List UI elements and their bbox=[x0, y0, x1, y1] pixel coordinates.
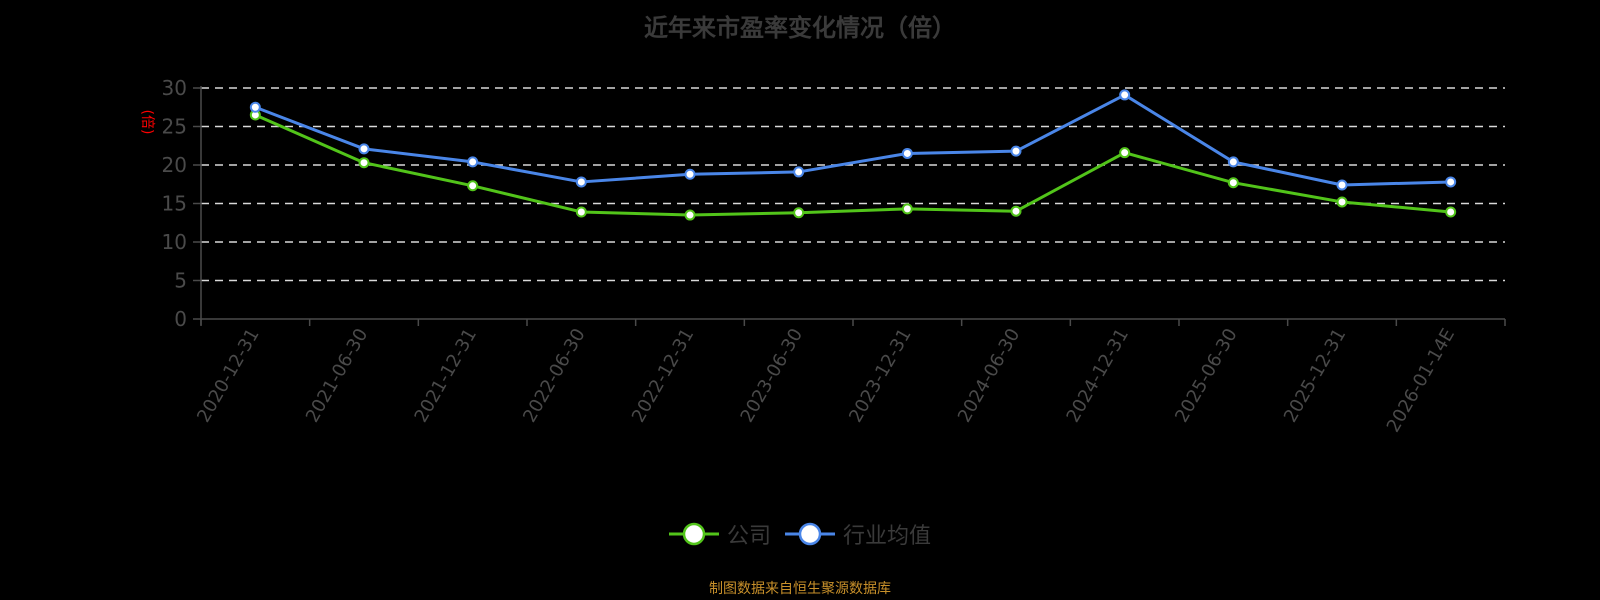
x-tick-label: 2025-12-31 bbox=[1280, 325, 1350, 426]
y-tick-label: 0 bbox=[174, 307, 187, 331]
chart-title: 近年来市盈率变化情况（倍） bbox=[644, 14, 956, 42]
x-tick-label: 2023-12-31 bbox=[845, 325, 915, 426]
legend-marker-icon bbox=[668, 522, 719, 546]
x-tick-label: 2024-12-31 bbox=[1063, 325, 1133, 426]
x-tick-label: 2022-06-30 bbox=[519, 325, 589, 426]
legend: 公司 行业均值 bbox=[0, 518, 1600, 550]
x-tick-label: 2021-12-31 bbox=[411, 325, 481, 426]
data-point[interactable] bbox=[249, 101, 261, 113]
x-tick-label: 2025-06-30 bbox=[1171, 325, 1241, 426]
data-point[interactable] bbox=[684, 168, 696, 180]
data-point[interactable] bbox=[684, 209, 696, 221]
series-company bbox=[249, 109, 1457, 221]
y-tick-label: 20 bbox=[162, 153, 187, 177]
data-point[interactable] bbox=[1227, 156, 1239, 168]
y-tick-label: 25 bbox=[162, 115, 187, 139]
y-tick-label: 30 bbox=[162, 76, 187, 100]
x-tick-label: 2021-06-30 bbox=[302, 325, 372, 426]
data-point[interactable] bbox=[1010, 145, 1022, 157]
x-tick-label: 2024-06-30 bbox=[954, 325, 1024, 426]
data-point[interactable] bbox=[1336, 196, 1348, 208]
data-point[interactable] bbox=[1336, 179, 1348, 191]
data-point[interactable] bbox=[1445, 206, 1457, 218]
y-axis-title: (倍) bbox=[139, 110, 155, 135]
series-lines bbox=[249, 89, 1457, 221]
legend-marker-icon bbox=[785, 522, 835, 546]
x-tick-label: 2020-12-31 bbox=[193, 325, 263, 426]
x-tick-label: 2022-12-31 bbox=[628, 325, 698, 426]
gridlines bbox=[201, 87, 1505, 282]
data-point[interactable] bbox=[793, 207, 805, 219]
y-tick-label: 10 bbox=[162, 230, 187, 254]
data-point[interactable] bbox=[901, 147, 913, 159]
series-line bbox=[254, 93, 1451, 187]
data-source-footer: 制图数据来自恒生聚源数据库 bbox=[709, 581, 891, 597]
data-point[interactable] bbox=[358, 143, 370, 155]
data-point[interactable] bbox=[901, 203, 913, 215]
data-point[interactable] bbox=[1119, 147, 1131, 159]
x-axis-ticks: 2020-12-31 2021-06-30 2021-12-31 2022-06-30… bbox=[193, 319, 1506, 436]
data-point[interactable] bbox=[575, 206, 587, 218]
data-point[interactable] bbox=[358, 157, 370, 169]
data-point[interactable] bbox=[467, 180, 479, 192]
data-point[interactable] bbox=[1119, 89, 1131, 101]
y-tick-label: 5 bbox=[174, 269, 187, 293]
series-line bbox=[254, 113, 1451, 217]
data-point[interactable] bbox=[793, 166, 805, 178]
legend-item-company[interactable]: 公司 bbox=[668, 518, 771, 550]
data-point[interactable] bbox=[575, 176, 587, 188]
data-point[interactable] bbox=[1227, 177, 1239, 189]
x-tick-label: 2026-01-14E bbox=[1383, 325, 1459, 436]
series-industry-average bbox=[249, 89, 1457, 191]
data-point[interactable] bbox=[467, 156, 479, 168]
y-axis-ticks: 0 5 10 15 20 25 30 bbox=[162, 76, 201, 331]
data-point[interactable] bbox=[1010, 205, 1022, 217]
legend-label: 公司 bbox=[726, 524, 771, 549]
legend-item-industry-average[interactable]: 行业均值 bbox=[785, 518, 931, 550]
data-point[interactable] bbox=[1445, 176, 1457, 188]
y-tick-label: 15 bbox=[162, 192, 187, 216]
axes bbox=[200, 86, 1505, 325]
y-axis-label: (倍) bbox=[139, 110, 155, 135]
x-tick-label: 2023-06-30 bbox=[737, 325, 807, 426]
legend-label: 行业均值 bbox=[843, 524, 932, 549]
